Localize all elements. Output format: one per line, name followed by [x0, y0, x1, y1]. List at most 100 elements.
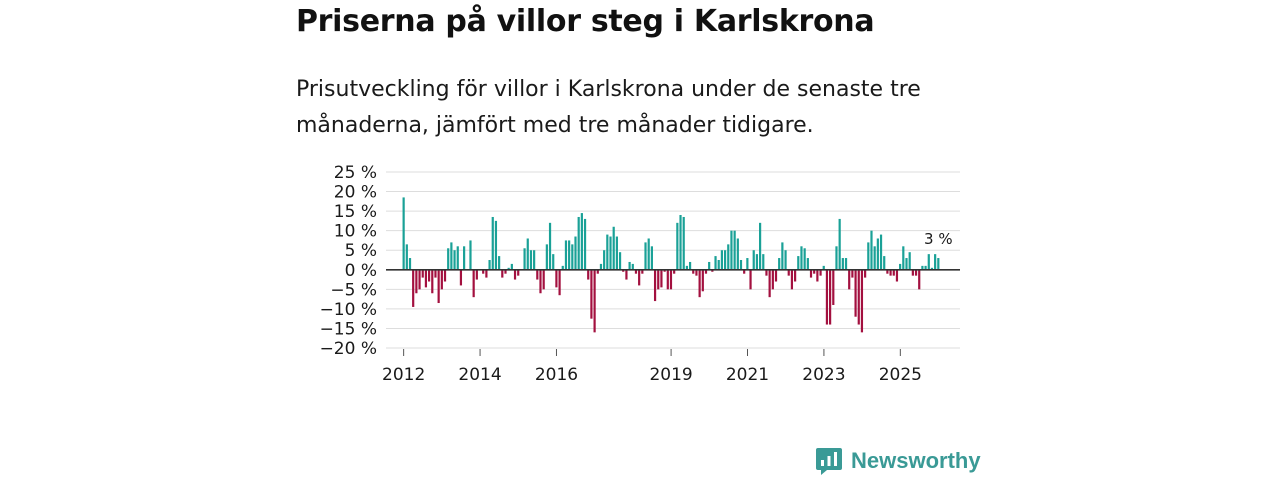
- last-value-label: 3 %: [924, 230, 953, 248]
- bar: [571, 244, 574, 270]
- chart-subtitle: Prisutveckling för villor i Karlskrona u…: [296, 77, 921, 138]
- bar: [437, 269, 440, 304]
- bar: [860, 269, 864, 333]
- bar: [844, 258, 848, 270]
- bar: [822, 265, 825, 270]
- newsworthy-logo[interactable]: Newsworthy: [815, 446, 981, 476]
- bar: [790, 269, 794, 290]
- bar: [415, 269, 418, 294]
- x-tick-label: 2014: [458, 365, 501, 385]
- bar: [857, 269, 860, 325]
- bar: [529, 250, 533, 270]
- bar: [491, 216, 494, 270]
- y-tick-label: 15 %: [334, 202, 377, 222]
- bar: [523, 248, 526, 270]
- bar: [424, 269, 428, 288]
- bar: [717, 260, 720, 270]
- bar: [660, 269, 663, 288]
- bar: [838, 218, 841, 270]
- bar: [545, 244, 548, 270]
- price-change-chart: 25 %20 %15 %10 %5 %0 %−5 %−10 %−15 %−20 …: [320, 163, 960, 385]
- bar: [685, 265, 688, 270]
- bar: [819, 269, 822, 276]
- bar: [603, 250, 606, 270]
- bar: [628, 261, 631, 270]
- bar: [905, 258, 908, 270]
- bar: [864, 269, 867, 278]
- bar: [580, 213, 583, 270]
- bar: [513, 269, 517, 280]
- bar: [606, 234, 609, 270]
- y-tick-label: −15 %: [320, 319, 377, 339]
- bar: [902, 246, 905, 270]
- bar: [501, 269, 504, 278]
- bar: [781, 242, 784, 270]
- bar: [759, 222, 762, 270]
- bar: [663, 269, 666, 272]
- bar: [778, 258, 781, 270]
- bar: [876, 238, 879, 270]
- bar: [688, 261, 692, 270]
- bar: [596, 269, 599, 274]
- bar: [472, 269, 475, 298]
- x-tick-label: 2012: [382, 365, 425, 385]
- y-tick-label: 5 %: [345, 241, 377, 261]
- bar: [889, 269, 892, 276]
- y-tick-label: 0 %: [345, 261, 377, 281]
- bar: [924, 265, 927, 270]
- bar: [784, 250, 787, 270]
- bar: [883, 256, 886, 270]
- bar: [774, 269, 778, 282]
- bar: [867, 242, 870, 270]
- bar: [851, 269, 854, 278]
- bar: [402, 197, 405, 270]
- bar: [599, 263, 603, 270]
- bar: [873, 246, 876, 270]
- bar: [714, 256, 717, 270]
- bar: [552, 254, 555, 270]
- bar: [526, 238, 529, 270]
- bar: [816, 269, 819, 282]
- bar: [825, 269, 829, 325]
- bar: [676, 222, 679, 270]
- x-axis-ticks: 2012 2014 2016 2019 2021 2023 2025: [382, 349, 922, 385]
- bar: [447, 248, 450, 270]
- bar: [886, 269, 889, 274]
- bar: [701, 269, 704, 292]
- bar: [911, 269, 914, 276]
- bar: [854, 269, 857, 317]
- bar: [879, 234, 883, 270]
- bar: [615, 236, 618, 270]
- bar: [787, 269, 790, 276]
- y-tick-label: −20 %: [320, 339, 377, 359]
- bar: [593, 269, 596, 333]
- y-axis-ticks: 25 %20 %15 %10 %5 %0 %−5 %−10 %−15 %−20 …: [320, 163, 377, 359]
- bar: [498, 256, 501, 270]
- bar: [539, 269, 542, 294]
- bar: [631, 263, 634, 270]
- y-tick-label: 10 %: [334, 222, 377, 242]
- x-tick-label: 2016: [535, 365, 578, 385]
- bar: [533, 250, 536, 270]
- brand-name: Newsworthy: [851, 448, 981, 473]
- bar: [918, 269, 921, 290]
- bar: [752, 250, 755, 270]
- bar: [666, 269, 669, 290]
- bar: [657, 269, 660, 290]
- bar: [768, 269, 771, 298]
- bar: [692, 269, 695, 274]
- bar: [494, 220, 498, 270]
- bar: [650, 246, 653, 270]
- bar: [558, 269, 561, 296]
- bar: [895, 269, 899, 282]
- newsworthy-icon: [816, 448, 842, 475]
- bar: [517, 269, 520, 276]
- bar: [568, 240, 571, 270]
- bar: [797, 256, 800, 270]
- bar: [510, 263, 513, 270]
- bar: [673, 269, 676, 274]
- bar: [755, 254, 759, 270]
- bar: [749, 269, 752, 290]
- bar: [463, 246, 466, 270]
- bar: [507, 267, 510, 270]
